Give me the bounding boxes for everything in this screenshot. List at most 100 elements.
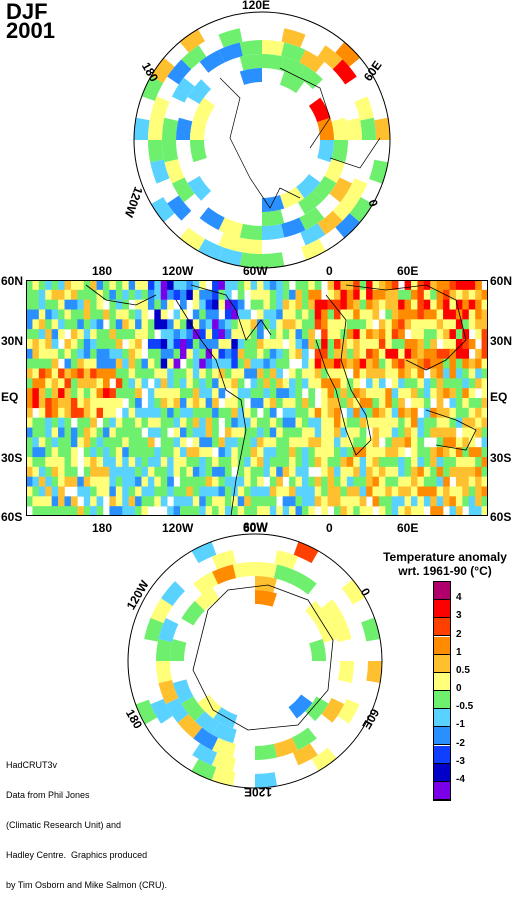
anomaly-cell [154, 417, 162, 428]
anomaly-cell [186, 319, 194, 330]
anomaly-cell [301, 319, 309, 330]
anomaly-cell [346, 417, 354, 428]
anomaly-cell [83, 289, 91, 300]
anomaly-cell [443, 496, 450, 507]
anomaly-cell [346, 466, 354, 477]
anomaly-cell [385, 407, 393, 418]
anomaly-cell [468, 506, 476, 516]
anomaly-cell [51, 358, 59, 369]
polar-anomaly-cell [212, 722, 237, 744]
anomaly-cell [167, 447, 174, 458]
anomaly-cell [135, 447, 142, 458]
anomaly-cell [295, 417, 303, 428]
anomaly-cell [122, 496, 129, 507]
anomaly-cell [192, 437, 200, 448]
anomaly-cell [224, 339, 232, 350]
anomaly-cell [218, 457, 226, 468]
anomaly-cell [70, 348, 78, 359]
polar-anomaly-cell [181, 45, 207, 70]
anomaly-cell [455, 437, 463, 448]
anomaly-cell [26, 358, 33, 369]
anomaly-cell [327, 280, 335, 291]
anomaly-cell [122, 506, 129, 516]
anomaly-cell [314, 378, 322, 389]
anomaly-cell [468, 398, 476, 409]
anomaly-cell [481, 476, 488, 487]
anomaly-cell [250, 417, 258, 428]
anomaly-cell [314, 348, 322, 359]
polar-anomaly-cell [170, 639, 187, 661]
anomaly-cell [404, 289, 412, 300]
anomaly-cell [475, 299, 482, 310]
anomaly-cell [192, 388, 200, 399]
anomaly-cell [366, 339, 373, 350]
anomaly-cell [257, 329, 264, 340]
anomaly-cell [411, 280, 418, 291]
anomaly-cell [199, 329, 206, 340]
anomaly-cell [180, 388, 187, 399]
anomaly-cell [192, 407, 200, 418]
anomaly-cell [455, 447, 463, 458]
anomaly-cell [38, 466, 46, 477]
anomaly-cell [32, 506, 40, 516]
anomaly-cell [301, 348, 309, 359]
anomaly-cell [58, 289, 65, 300]
anomaly-cell [109, 486, 117, 497]
anomaly-cell [135, 339, 142, 350]
anomaly-cell [289, 299, 296, 310]
season-label: DJF [6, 0, 48, 24]
anomaly-cell [423, 496, 431, 507]
polar-anomaly-cell [345, 117, 362, 140]
anomaly-cell [398, 388, 405, 399]
anomaly-cell [205, 319, 213, 330]
anomaly-cell [244, 348, 251, 359]
anomaly-cell [218, 358, 226, 369]
anomaly-cell [301, 496, 309, 507]
anomaly-cell [205, 437, 213, 448]
anomaly-cell [443, 447, 450, 458]
anomaly-cell [122, 407, 129, 418]
legend-swatch [434, 691, 450, 710]
anomaly-cell [26, 319, 33, 330]
anomaly-cell [404, 368, 412, 379]
anomaly-cell [327, 476, 335, 487]
polar-anomaly-cell [274, 550, 299, 570]
anomaly-cell [192, 466, 200, 477]
polar-anomaly-cell [150, 598, 173, 624]
anomaly-cell [90, 486, 97, 497]
anomaly-cell [372, 329, 380, 340]
anomaly-cell [180, 476, 187, 487]
anomaly-cell [32, 466, 40, 477]
polar-anomaly-cell [177, 713, 203, 739]
anomaly-cell [128, 447, 136, 458]
anomaly-cell [250, 280, 258, 291]
lat-right-60n: 60N [490, 274, 512, 288]
anomaly-cell [90, 388, 97, 399]
anomaly-cell [109, 447, 117, 458]
anomaly-cell [462, 466, 470, 477]
anomaly-cell [103, 466, 110, 477]
polar-anomaly-cell [161, 581, 185, 606]
polar-anomaly-cell [262, 223, 285, 240]
anomaly-cell [244, 339, 251, 350]
anomaly-cell [436, 378, 444, 389]
anomaly-cell [301, 339, 309, 350]
anomaly-cell [109, 427, 117, 438]
anomaly-cell [90, 398, 97, 409]
polar-anomaly-cell [218, 247, 243, 267]
anomaly-cell [378, 496, 386, 507]
anomaly-cell [218, 486, 226, 497]
anomaly-cell [51, 329, 59, 340]
anomaly-cell [423, 398, 431, 409]
anomaly-cell [366, 348, 373, 359]
anomaly-cell [250, 339, 258, 350]
anomaly-cell [26, 388, 33, 399]
anomaly-cell [96, 457, 104, 468]
anomaly-cell [141, 506, 149, 516]
anomaly-cell [340, 299, 348, 310]
anomaly-cell [314, 280, 322, 291]
anomaly-cell [436, 486, 444, 497]
anomaly-cell [45, 378, 52, 389]
anomaly-cell [378, 407, 386, 418]
polar-anomaly-cell [239, 252, 262, 268]
